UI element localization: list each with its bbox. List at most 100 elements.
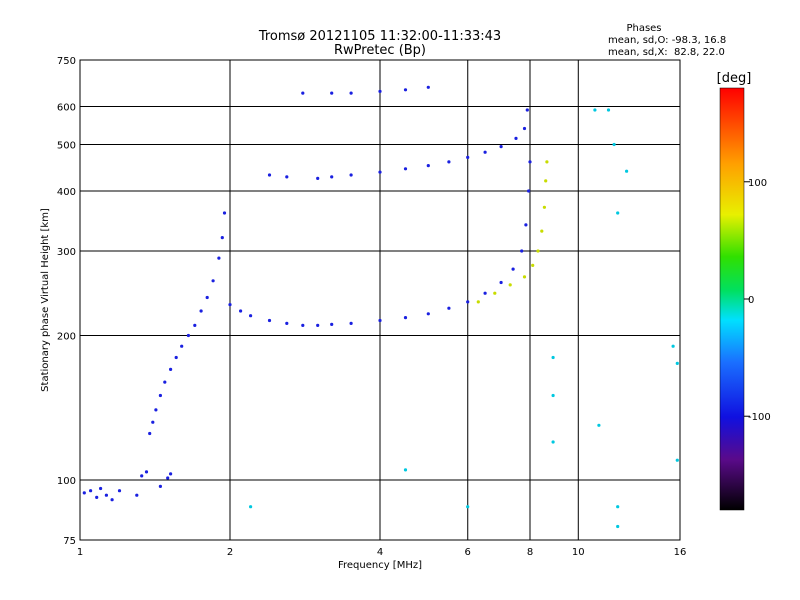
phases-title: Phases [626,23,661,34]
data-point [135,493,139,497]
y-tick-label: 300 [57,247,76,258]
x-tick-label: 4 [377,547,383,558]
data-point [525,108,529,112]
data-point [285,175,289,179]
data-point [169,472,173,476]
data-point [511,267,515,271]
data-point [140,474,144,478]
data-point [163,380,167,384]
data-point [671,344,675,348]
data-point [466,155,470,159]
chart-title: Tromsø 20121105 11:32:00-11:33:43 [258,29,501,44]
data-point [522,126,527,131]
data-point [205,295,209,300]
data-point [285,321,289,325]
data-point [158,393,162,398]
data-point [267,318,272,323]
data-point [403,167,408,171]
x-tick-label: 1 [77,547,83,558]
data-point [597,423,601,427]
data-point [447,306,451,310]
data-point [249,505,253,509]
data-point [527,189,531,193]
data-point [403,468,408,472]
x-tick-label: 16 [674,547,687,558]
data-point [616,211,620,215]
y-tick-label: 750 [57,56,76,67]
data-point [104,493,108,497]
data-point [301,323,305,327]
y-tick-label: 500 [57,141,76,152]
data-point [378,318,382,323]
y-tick-label: 100 [57,476,76,487]
colorbar-ticks: 100 0 -100 [744,178,771,423]
data-point [542,205,547,209]
data-point [606,108,611,112]
x-axis-ticks: 1 2 4 6 8 10 16 [77,547,687,558]
data-point [616,505,620,509]
data-point [536,249,540,253]
y-tick-label: 200 [57,332,76,343]
data-point [151,420,155,424]
data-point [95,495,99,499]
data-point [403,316,408,320]
data-point [349,173,353,177]
x-tick-label: 2 [227,547,233,558]
data-point [174,355,178,360]
data-point [222,211,227,215]
data-point [625,169,629,173]
x-tick-label: 8 [527,547,533,558]
data-point [476,300,480,304]
colorbar-label: [deg] [717,71,752,86]
data-point [169,367,173,371]
data-point [330,322,334,326]
data-point [211,279,215,283]
y-axis-ticks: 75 100 200 300 400 500 600 750 [57,56,76,547]
data-point [522,275,527,279]
data-point [378,170,382,174]
chart-subtitle: RwPretec (Bp) [334,43,426,58]
data-point [249,314,253,318]
data-point [89,489,93,493]
y-tick-label: 75 [63,536,76,547]
data-point [499,145,503,149]
data-point [675,458,679,462]
y-tick-label: 600 [57,103,76,114]
data-point [551,440,555,444]
data-point [544,179,548,183]
data-points [82,85,679,529]
data-point [349,321,353,325]
data-point [239,309,243,313]
colorbar [719,87,745,511]
data-point [520,249,524,253]
data-point [228,303,232,307]
data-point [540,229,544,233]
data-point [466,300,470,304]
data-point [493,291,497,295]
data-point [316,176,320,180]
data-point [531,263,535,267]
data-point [551,393,555,398]
data-point [499,280,503,285]
data-point [330,91,334,95]
data-point [117,489,122,493]
data-point [267,173,272,177]
data-point [316,323,320,327]
data-point [483,150,487,154]
data-point [524,223,528,227]
data-point [514,136,518,140]
data-point [220,236,224,240]
phases-o-stats: mean, sd,O: -98.3, 16.8 [608,35,726,46]
data-point [551,355,555,360]
y-tick-label: 400 [57,187,76,198]
data-point [301,91,305,95]
data-point [186,333,190,338]
data-point [154,408,158,412]
data-point [612,142,616,147]
data-point [447,160,451,164]
colorbar-tick-label: 100 [748,178,767,189]
data-point [193,323,197,327]
data-point [148,431,152,436]
colorbar-tick-label: 0 [748,295,754,306]
